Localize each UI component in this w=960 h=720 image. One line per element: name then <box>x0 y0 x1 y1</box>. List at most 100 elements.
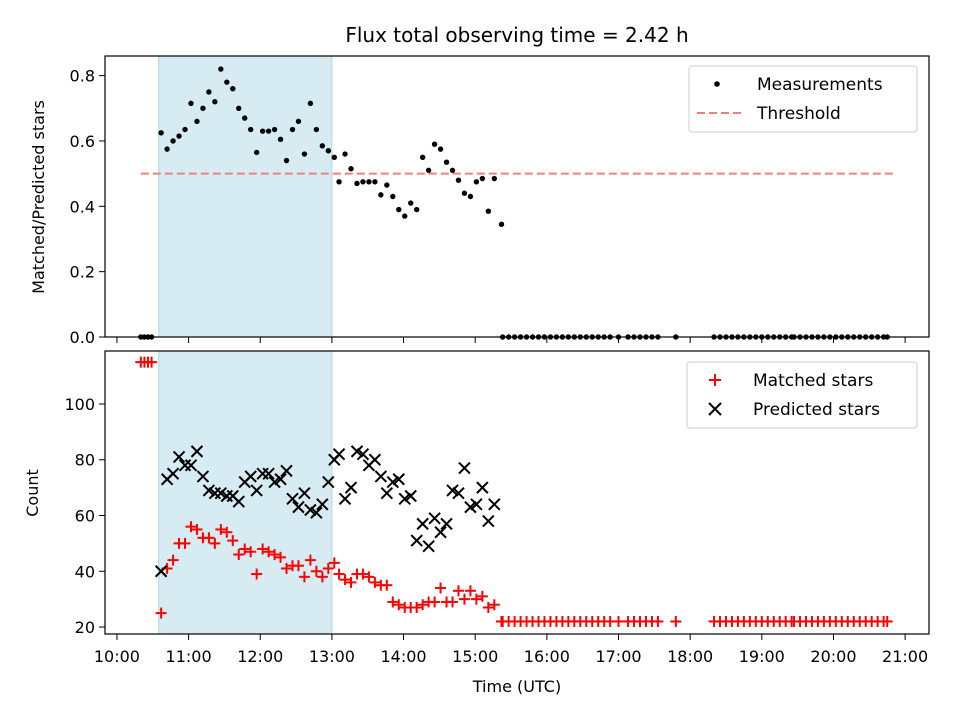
measurements-point <box>354 180 360 187</box>
predicted-stars-point <box>172 450 186 464</box>
counts-marks <box>135 356 893 627</box>
matched-stars-point <box>470 593 482 605</box>
predicted-stars-point <box>310 506 323 519</box>
matched-stars-point <box>411 602 423 614</box>
measurements-point <box>170 138 176 144</box>
measurements-point <box>413 206 420 213</box>
measurements-point <box>271 126 278 133</box>
measurements-point <box>182 126 188 133</box>
matched-stars-legend-marker <box>709 374 721 386</box>
y-tick-label: 80 <box>75 451 95 470</box>
predicted-stars-point <box>398 492 411 505</box>
matched-stars-point <box>417 599 429 611</box>
counts-panel: 20 40 60 80 100 10:00 11:00 12:00 13:00 14:00 15:… <box>23 350 930 666</box>
predicted-stars-point <box>440 517 453 531</box>
predicted-stars-point <box>214 486 228 500</box>
measurements-point <box>396 206 402 213</box>
matched-stars-point <box>670 615 682 627</box>
x-tick-label: 14:00 <box>380 647 426 666</box>
predicted-stars-point <box>482 514 495 528</box>
predicted-stars-point <box>338 492 352 505</box>
matched-stars-point <box>429 596 441 608</box>
measurements-point <box>419 154 426 160</box>
measurements-point <box>437 146 444 152</box>
measurements-point <box>289 126 296 133</box>
measurements-point <box>206 89 212 95</box>
matched-stars-point <box>155 607 167 619</box>
matched-stars-point <box>185 521 197 533</box>
matched-stars-point <box>363 571 375 583</box>
x-tick-label: 12:00 <box>237 647 283 666</box>
predicted-stars-point <box>286 492 299 505</box>
predicted-stars-point <box>196 470 210 483</box>
matched-stars-point <box>292 560 304 572</box>
y-tick-label: 20 <box>75 618 95 637</box>
measurements-point <box>164 146 170 152</box>
matched-stars-point <box>447 596 459 608</box>
ratio-y-axis: 0.0 0.2 0.4 0.6 0.8 <box>70 67 105 347</box>
matched-stars-point <box>233 549 245 561</box>
predicted-stars-point <box>476 481 489 494</box>
predicted-stars-point <box>274 473 287 486</box>
measurements-point <box>479 175 486 182</box>
x-tick-label: 18:00 <box>667 647 713 666</box>
measurements-point <box>259 128 266 134</box>
matched-stars-legend-label: Matched stars <box>753 371 873 391</box>
measurements-point <box>265 128 272 134</box>
predicted-stars-point <box>452 486 465 500</box>
measurements-point <box>277 136 284 143</box>
matched-stars-point <box>458 593 470 605</box>
predicted-stars-legend-label: Predicted stars <box>753 400 880 420</box>
ratio-x-axis <box>116 337 906 343</box>
matched-stars-point <box>215 523 227 535</box>
matched-stars-point <box>239 543 251 555</box>
measurements-point <box>390 193 396 200</box>
predicted-stars-point <box>368 453 382 466</box>
x-tick-label: 11:00 <box>166 647 212 666</box>
predicted-stars-point <box>410 534 423 547</box>
matched-stars-point <box>257 543 269 555</box>
predicted-stars-point <box>154 565 168 578</box>
matched-stars-point <box>339 574 351 586</box>
predicted-stars-point <box>232 495 245 508</box>
ratio-y-axis-label: Matched/Predicted stars <box>29 100 48 294</box>
matched-stars-point <box>146 356 158 368</box>
predicted-stars-point <box>202 484 216 497</box>
measurements-point <box>461 190 468 196</box>
predicted-stars-point <box>374 470 388 483</box>
matched-stars-point <box>316 571 328 583</box>
x-tick-label: 10:00 <box>94 647 140 666</box>
predicted-stars-legend-marker <box>708 402 722 416</box>
measurements-point <box>236 105 242 111</box>
measurements-point <box>230 85 236 92</box>
matched-stars-point <box>452 585 464 597</box>
measurements-point <box>402 213 408 219</box>
predicted-stars-point <box>244 470 257 483</box>
predicted-stars-point <box>416 517 429 531</box>
y-tick-label: 0.0 <box>70 328 95 347</box>
predicted-stars-point <box>446 484 459 497</box>
predicted-stars-point <box>464 500 477 514</box>
predicted-stars-point <box>356 447 370 461</box>
matched-stars-point <box>381 579 393 591</box>
matched-stars-point <box>482 602 494 614</box>
measurements-point <box>366 179 372 185</box>
matched-stars-point <box>881 615 893 627</box>
matched-stars-point <box>652 615 664 627</box>
matched-stars-point <box>281 562 293 574</box>
measurements-point <box>283 157 290 164</box>
measurements-point <box>307 100 314 107</box>
matched-stars-point <box>179 537 191 549</box>
predicted-stars-point <box>470 498 483 511</box>
measurements-point <box>158 130 164 136</box>
matched-stars-point <box>167 554 179 566</box>
ratio-legend-box <box>688 65 918 133</box>
measurements-point <box>319 143 326 149</box>
x-axis-label: Time (UTC) <box>472 677 561 696</box>
predicted-stars-point <box>262 467 275 480</box>
measurements-point <box>194 118 200 125</box>
matched-stars-point <box>435 582 447 594</box>
matched-stars-point <box>245 546 257 558</box>
y-tick-label: 0.8 <box>70 67 95 86</box>
predicted-stars-point <box>458 461 471 475</box>
